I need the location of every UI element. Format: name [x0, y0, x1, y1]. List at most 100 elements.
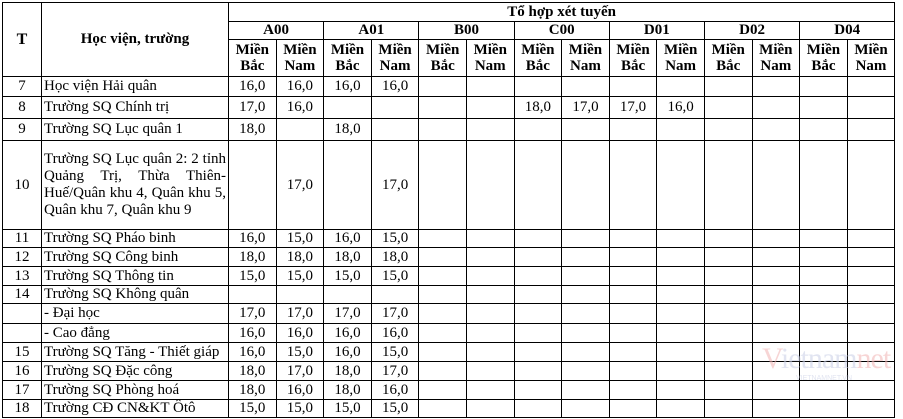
score-cell: 18,0 [323, 361, 372, 381]
score-cell: 17,0 [228, 96, 277, 119]
row-number: 14 [2, 285, 42, 304]
score-cell: 17,0 [370, 303, 420, 324]
score-cell [465, 361, 515, 381]
header-mien-bac: Miền Bắc [799, 39, 848, 77]
score-cell [751, 361, 801, 381]
table-row: 14 Trường SQ Không quân [2, 285, 896, 304]
header-combo-b00: B00 [418, 21, 515, 40]
school-name: - Đại học [41, 303, 229, 324]
score-cell [323, 96, 372, 119]
score-cell [608, 229, 658, 248]
row-number: 7 [2, 76, 42, 97]
score-cell [561, 380, 610, 400]
score-cell [703, 342, 753, 362]
score-cell [751, 380, 801, 400]
header-group-title: Tổ hợp xét tuyến [227, 2, 896, 22]
score-cell [656, 229, 705, 248]
header-mien-nam: Miền Nam [370, 39, 420, 77]
score-cell [561, 285, 610, 304]
score-cell [465, 285, 515, 304]
score-cell: 17,0 [275, 303, 325, 324]
score-cell [656, 342, 705, 362]
school-name: Trường CĐ CN&KT Ôtô [41, 399, 229, 418]
score-cell [751, 342, 801, 362]
row-number: 8 [2, 96, 42, 119]
table-row: 17 Trường SQ Phòng hoá 18,0 16,0 18,0 16,0 [2, 380, 896, 400]
score-cell [608, 118, 658, 141]
score-cell [751, 399, 801, 418]
score-cell: 18,0 [323, 247, 372, 267]
score-cell [465, 118, 515, 141]
score-cell [561, 323, 610, 343]
header-mien-bac: Miền Bắc [608, 39, 658, 77]
score-cell [228, 285, 277, 304]
score-cell [703, 96, 753, 119]
score-cell: 15,0 [275, 229, 325, 248]
header-mien-bac: Miền Bắc [228, 39, 277, 77]
score-cell: 15,0 [370, 399, 420, 418]
score-cell [846, 96, 896, 119]
school-name: Trường SQ Lục quân 2: 2 tỉnh Quảng Trị, … [41, 140, 229, 230]
header-mien-nam: Miền Nam [846, 39, 896, 77]
score-cell [703, 303, 753, 324]
score-cell [846, 285, 896, 304]
score-cell: 15,0 [228, 266, 277, 286]
score-cell: 17,0 [561, 96, 610, 119]
table-row: 12 Trường SQ Công binh 18,0 18,0 18,0 18,0 [2, 247, 896, 267]
score-cell [608, 140, 658, 230]
score-cell [608, 380, 658, 400]
score-cell [561, 229, 610, 248]
score-cell [513, 399, 563, 418]
score-cell [418, 380, 467, 400]
score-cell: 16,0 [323, 323, 372, 343]
score-cell [656, 285, 705, 304]
score-cell [418, 140, 467, 230]
score-cell [751, 303, 801, 324]
header-combo-d04: D04 [799, 21, 896, 40]
score-cell [323, 285, 372, 304]
table-row: 7 Học viện Hải quân 16,0 16,0 16,0 16,0 [2, 76, 896, 97]
score-cell [846, 380, 896, 400]
table-row: 9 Trường SQ Lục quân 1 18,0 18,0 [2, 118, 896, 141]
score-cell [608, 76, 658, 97]
score-cell [608, 323, 658, 343]
score-cell [799, 399, 848, 418]
score-cell [703, 247, 753, 267]
score-cell [703, 140, 753, 230]
score-cell: 17,0 [323, 303, 372, 324]
score-cell: 18,0 [228, 118, 277, 141]
header-mien-bac: Miền Bắc [703, 39, 753, 77]
score-cell: 15,0 [228, 399, 277, 418]
score-cell [846, 361, 896, 381]
table-row: 18 Trường CĐ CN&KT Ôtô 15,0 15,0 15,0 15,0 [2, 399, 896, 418]
row-number [2, 323, 42, 343]
score-cell [561, 342, 610, 362]
score-cell [418, 285, 467, 304]
score-cell [799, 285, 848, 304]
school-name: Học viện Hải quân [41, 76, 229, 97]
score-cell [513, 323, 563, 343]
table-row: 16 Trường SQ Đặc công 18,0 17,0 18,0 17,0 [2, 361, 896, 381]
score-cell [846, 247, 896, 267]
score-cell [418, 323, 467, 343]
score-cell [656, 361, 705, 381]
header-mien-bac: Miền Bắc [323, 39, 372, 77]
score-cell: 15,0 [370, 342, 420, 362]
score-cell: 16,0 [323, 229, 372, 248]
row-number: 9 [2, 118, 42, 141]
score-cell [513, 247, 563, 267]
score-cell [846, 118, 896, 141]
score-cell: 17,0 [275, 140, 325, 230]
score-cell [513, 342, 563, 362]
header-mien-nam: Miền Nam [275, 39, 325, 77]
score-cell [370, 285, 420, 304]
score-cell [561, 76, 610, 97]
score-cell [513, 380, 563, 400]
score-cell [799, 323, 848, 343]
score-cell [799, 380, 848, 400]
score-cell [370, 118, 420, 141]
score-cell [561, 361, 610, 381]
score-cell: 18,0 [275, 247, 325, 267]
score-cell [703, 380, 753, 400]
